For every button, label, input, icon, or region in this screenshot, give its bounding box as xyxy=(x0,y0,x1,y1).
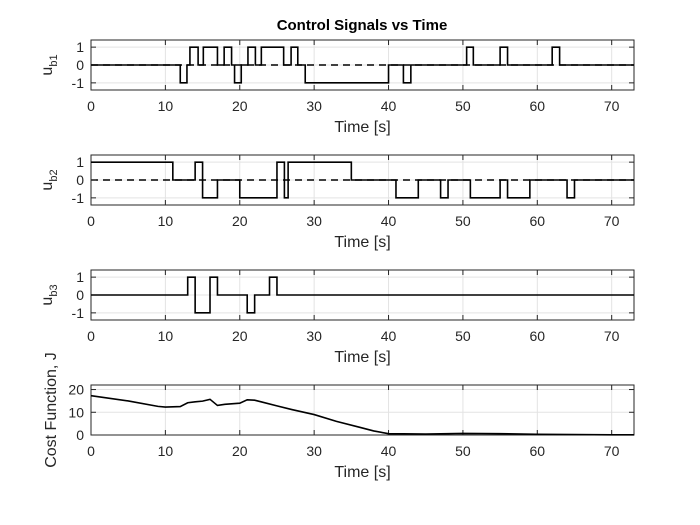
x-axis-label: Time [s] xyxy=(334,464,390,481)
y-axis-label: ub3 xyxy=(39,284,60,305)
y-tick-label: 0 xyxy=(76,172,84,188)
y-axis-label-main: u xyxy=(39,297,56,306)
x-tick-label: 20 xyxy=(232,443,248,459)
y-tick-label: -1 xyxy=(72,190,85,206)
x-tick-label: 0 xyxy=(87,328,95,344)
x-tick-label: 50 xyxy=(455,443,471,459)
x-tick-label: 60 xyxy=(530,213,546,229)
y-tick-label: 20 xyxy=(68,382,84,398)
y-axis-label: ub2 xyxy=(39,169,60,190)
y-tick-label: 1 xyxy=(76,269,84,285)
y-tick-label: 0 xyxy=(76,57,84,73)
y-tick-label: -1 xyxy=(72,75,85,91)
series-line-1 xyxy=(91,161,634,199)
x-tick-label: 20 xyxy=(232,213,248,229)
x-tick-label: 30 xyxy=(306,443,322,459)
x-tick-label: 10 xyxy=(158,213,174,229)
x-tick-label: 10 xyxy=(158,443,174,459)
x-tick-label: 0 xyxy=(87,98,95,114)
x-axis-label: Time [s] xyxy=(334,234,390,251)
y-axis-label-main: u xyxy=(39,67,56,76)
y-tick-label: 0 xyxy=(76,427,84,443)
x-tick-label: 40 xyxy=(381,213,397,229)
y-tick-label: 1 xyxy=(76,39,84,55)
x-tick-label: 50 xyxy=(455,328,471,344)
subplot-4: 0 10 20 30 40 50 60 70 0 10 20 Time [s] Cost Functio… xyxy=(43,352,635,481)
y-axis-label: ub1 xyxy=(39,54,60,75)
series-line-1 xyxy=(91,46,634,84)
x-tick-label: 20 xyxy=(232,98,248,114)
x-tick-label: 0 xyxy=(87,443,95,459)
x-tick-label: 50 xyxy=(455,98,471,114)
x-tick-label: 40 xyxy=(381,328,397,344)
series-line-1 xyxy=(90,394,634,436)
axes-box xyxy=(90,384,635,436)
x-tick-label: 40 xyxy=(381,98,397,114)
x-tick-label: 40 xyxy=(381,443,397,459)
x-tick-label: 10 xyxy=(158,98,174,114)
y-axis-label-main: u xyxy=(39,182,56,191)
x-tick-label: 10 xyxy=(158,328,174,344)
x-tick-label: 30 xyxy=(306,98,322,114)
x-tick-label: 70 xyxy=(604,328,620,344)
x-tick-label: 30 xyxy=(306,328,322,344)
x-tick-label: 60 xyxy=(530,98,546,114)
series-line-1 xyxy=(91,276,634,314)
x-tick-label: 20 xyxy=(232,328,248,344)
x-tick-label: 50 xyxy=(455,213,471,229)
x-tick-label: 0 xyxy=(87,213,95,229)
x-tick-label: 70 xyxy=(604,98,620,114)
y-axis-label-subscript: b2 xyxy=(48,169,60,181)
y-axis-label: Cost Function, J xyxy=(43,352,60,468)
x-tick-label: 60 xyxy=(530,328,546,344)
x-tick-label: 70 xyxy=(604,213,620,229)
figure-title: Control Signals vs Time xyxy=(277,17,448,34)
y-tick-label: 10 xyxy=(68,404,84,420)
x-axis-label: Time [s] xyxy=(334,349,390,366)
y-tick-label: -1 xyxy=(72,305,85,321)
x-tick-label: 30 xyxy=(306,213,322,229)
x-axis-label: Time [s] xyxy=(334,119,390,136)
x-tick-label: 70 xyxy=(604,443,620,459)
x-tick-label: 60 xyxy=(530,443,546,459)
y-tick-label: 0 xyxy=(76,287,84,303)
y-axis-label-subscript: b3 xyxy=(48,284,60,296)
y-axis-label-subscript: b1 xyxy=(48,54,60,66)
y-tick-label: 1 xyxy=(76,154,84,170)
